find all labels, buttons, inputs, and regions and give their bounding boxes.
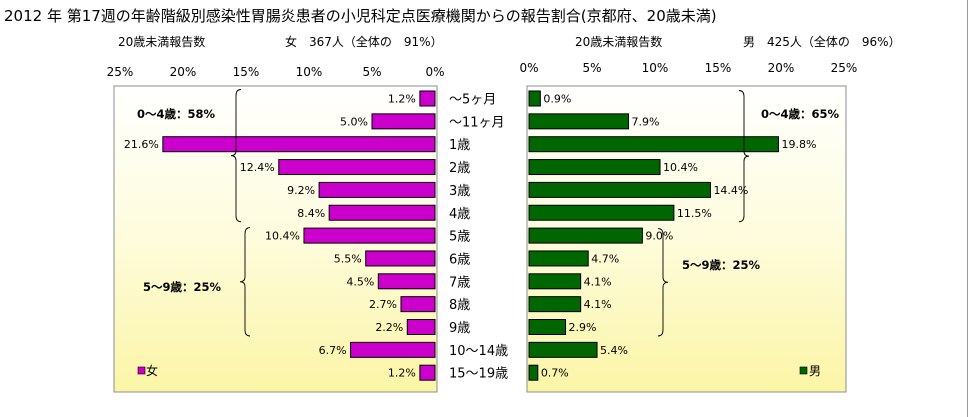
- female-x-tick-label: 10%: [296, 65, 323, 79]
- male-x-tick-label: 25%: [831, 61, 858, 75]
- male-bar: [528, 181, 711, 198]
- age-category-label: 2歳: [449, 161, 470, 176]
- female-bar-value-label: 5.0%: [340, 115, 368, 128]
- male-bar: [528, 296, 582, 313]
- female-x-tick-label: 5%: [362, 65, 381, 79]
- male-header-label: 20歳未満報告数: [575, 35, 663, 49]
- female-bar: [318, 181, 436, 198]
- female-bar: [419, 90, 436, 107]
- male-bar-value-label: 9.0%: [645, 230, 673, 243]
- female-bar: [400, 296, 436, 313]
- female-bar-value-label: 10.4%: [265, 230, 300, 243]
- male-bar-value-label: 7.9%: [632, 115, 660, 128]
- male-bar: [528, 341, 598, 358]
- female-bar-value-label: 12.4%: [240, 161, 275, 174]
- male-bar-value-label: 0.9%: [543, 93, 571, 106]
- female-bar: [328, 204, 436, 221]
- female-bar: [365, 250, 436, 267]
- age-category-label: 7歳: [449, 275, 470, 290]
- male-group-label-0-4: 0～4歳：65%: [761, 107, 840, 121]
- male-x-tick-label: 15%: [705, 61, 732, 75]
- age-category-label: 5歳: [449, 230, 470, 245]
- female-bar-value-label: 1.2%: [388, 367, 416, 380]
- female-bar: [377, 273, 436, 290]
- age-category-label: 1歳: [449, 138, 470, 153]
- age-category-label: 10～14歳: [449, 344, 508, 359]
- male-x-tick-label: 20%: [768, 61, 795, 75]
- female-bar-value-label: 21.6%: [124, 138, 159, 151]
- female-bar-value-label: 9.2%: [287, 184, 315, 197]
- male-bar-value-label: 4.1%: [584, 275, 612, 288]
- male-legend-label: 男: [809, 364, 821, 378]
- male-bracket-5-9: [657, 228, 669, 337]
- male-bar: [528, 319, 567, 335]
- age-category-label: ～11ヶ月: [449, 115, 505, 130]
- female-group-label-5-9: 5～9歳：25%: [143, 280, 222, 294]
- female-x-tick-label: 15%: [233, 65, 260, 79]
- female-bar-value-label: 2.7%: [369, 298, 397, 311]
- male-bar-value-label: 14.4%: [713, 184, 748, 197]
- male-bar-value-label: 11.5%: [677, 207, 712, 220]
- age-category-label: 4歳: [449, 207, 470, 222]
- female-header-label: 20歳未満報告数: [118, 35, 206, 49]
- female-x-tick-label: 25%: [107, 65, 134, 79]
- female-bar-value-label: 8.4%: [297, 207, 325, 220]
- male-x-tick-label: 5%: [582, 61, 601, 75]
- age-category-label: 3歳: [449, 184, 470, 199]
- male-bar: [528, 273, 582, 290]
- male-bar: [528, 204, 675, 221]
- female-legend-swatch: [137, 366, 146, 375]
- male-bar: [528, 364, 539, 381]
- male-bar-value-label: 4.7%: [591, 252, 619, 265]
- male-bar: [528, 250, 589, 267]
- male-header-stat: 男 425人（全体の 96%）: [743, 35, 901, 49]
- male-x-tick-label: 0%: [519, 61, 538, 75]
- female-bar: [303, 227, 436, 244]
- male-bar-value-label: 19.8%: [781, 138, 816, 151]
- female-legend-label: 女: [146, 363, 158, 378]
- male-bracket-0-4: [738, 90, 750, 223]
- female-bar-value-label: 5.5%: [334, 252, 362, 265]
- male-bar: [528, 113, 630, 130]
- female-bar-value-label: 2.2%: [375, 321, 403, 334]
- male-bar-value-label: 2.9%: [569, 321, 597, 334]
- age-category-label: 15～19歳: [449, 367, 508, 382]
- female-x-tick-label: 0%: [425, 65, 444, 79]
- female-bracket-0-4: [230, 89, 242, 223]
- male-bar-value-label: 0.7%: [541, 367, 569, 380]
- age-category-label: ～5ヶ月: [449, 93, 496, 108]
- female-bar: [371, 113, 436, 130]
- female-x-tick-label: 20%: [170, 65, 197, 79]
- female-header-stat: 女 367人（全体の 91%）: [285, 35, 443, 49]
- female-bar: [278, 159, 436, 176]
- age-category-label: 9歳: [449, 321, 470, 336]
- female-bar-value-label: 1.2%: [388, 93, 416, 106]
- male-group-label-5-9: 5～9歳：25%: [682, 258, 761, 272]
- female-bar: [162, 136, 436, 153]
- female-bar: [406, 319, 436, 335]
- age-category-label: 8歳: [449, 298, 470, 313]
- male-legend-swatch: [799, 366, 808, 375]
- chart-title: 2012 年 第17週の年齢階級別感染性胃腸炎患者の小児科定点医療機関からの報告…: [4, 7, 717, 25]
- male-bar: [528, 90, 541, 107]
- female-bar: [350, 341, 436, 358]
- male-bar: [528, 136, 779, 153]
- male-bar: [528, 227, 643, 244]
- male-bar-value-label: 10.4%: [663, 161, 698, 174]
- female-group-label-0-4: 0～4歳：58%: [137, 107, 216, 121]
- female-bar-value-label: 4.5%: [346, 275, 374, 288]
- male-bar: [528, 159, 661, 176]
- male-x-tick-label: 10%: [642, 61, 669, 75]
- female-bar: [419, 364, 436, 381]
- female-bracket-5-9: [239, 227, 251, 337]
- age-category-label: 6歳: [449, 252, 470, 267]
- male-bar-value-label: 4.1%: [584, 298, 612, 311]
- male-bar-value-label: 5.4%: [600, 344, 628, 357]
- female-bar-value-label: 6.7%: [319, 344, 347, 357]
